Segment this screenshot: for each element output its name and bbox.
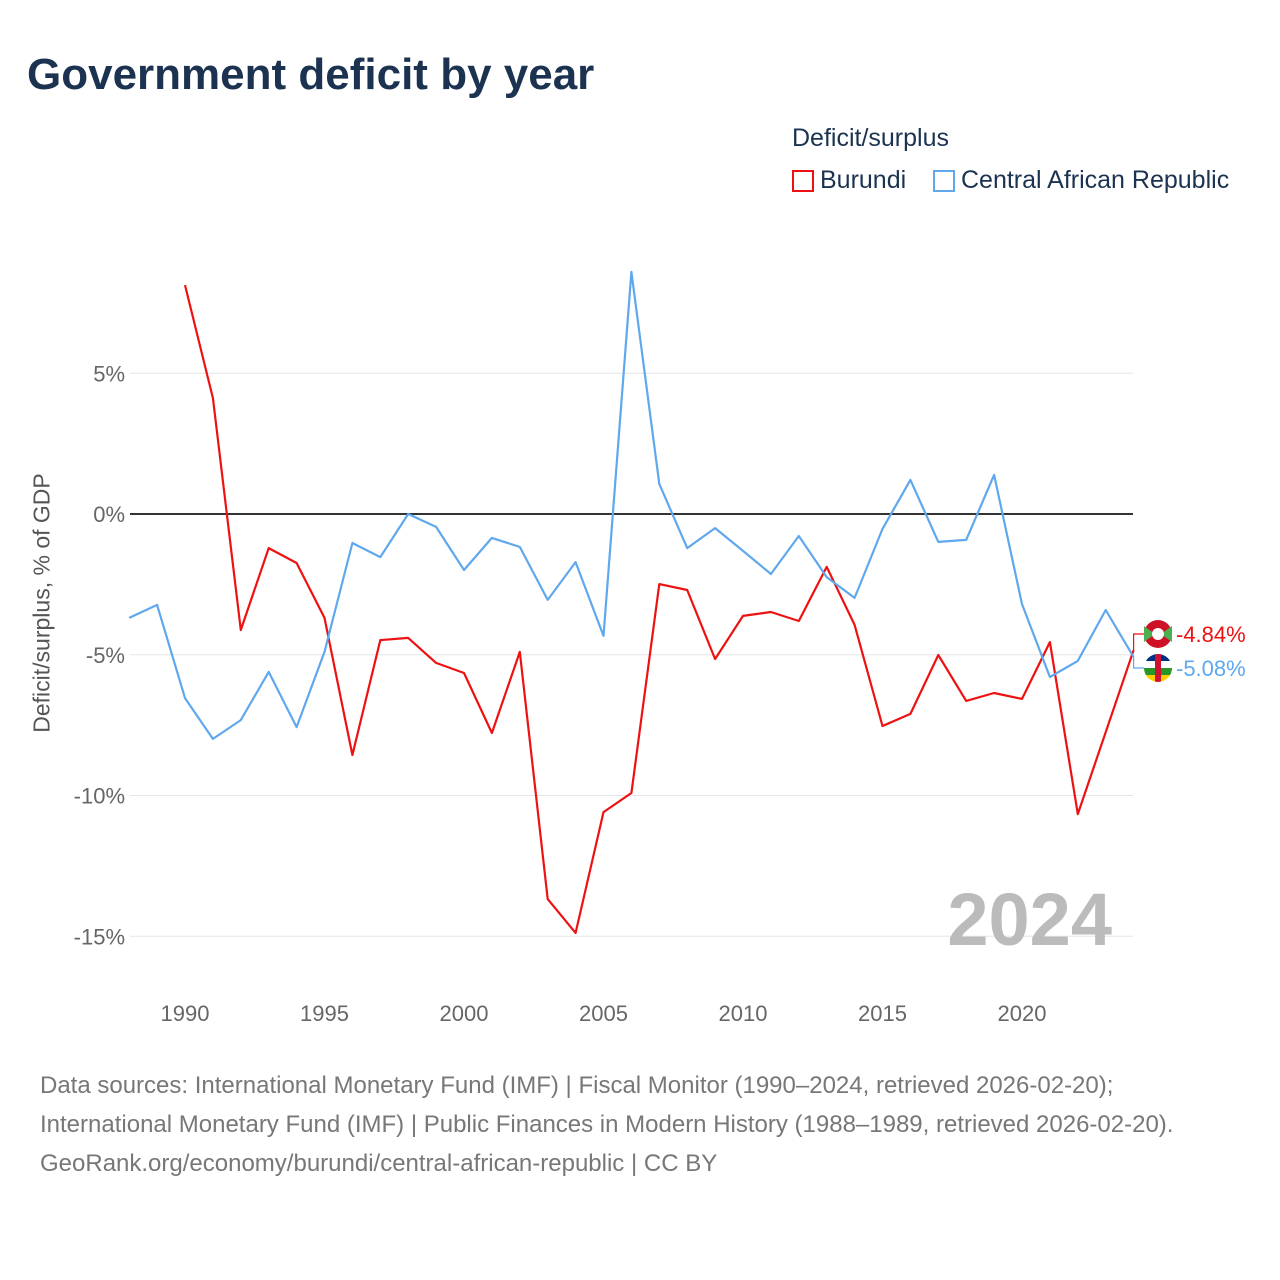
chart-title: Government deficit by year bbox=[27, 50, 595, 99]
footer: Data sources: International Monetary Fun… bbox=[40, 1066, 1240, 1183]
y-tick-label: -5% bbox=[86, 643, 125, 668]
x-tick-label: 2020 bbox=[998, 1001, 1047, 1026]
end-label-connector bbox=[1132, 657, 1146, 669]
end-label-connector bbox=[1132, 633, 1146, 651]
source-link[interactable]: GeoRank.org/economy/burundi/central-afri… bbox=[40, 1150, 718, 1177]
x-tick-label: 2010 bbox=[719, 1001, 768, 1026]
y-tick-label: 0% bbox=[93, 502, 125, 527]
legend-label: Burundi bbox=[820, 166, 907, 194]
end-value-label: -4.84% bbox=[1176, 622, 1246, 647]
x-tick-label: 2015 bbox=[858, 1001, 907, 1026]
x-tick-label: 1990 bbox=[161, 1001, 210, 1026]
series-line-burundi bbox=[183, 284, 1135, 935]
y-tick-label: -10% bbox=[74, 784, 125, 809]
source-note: Data sources: International Monetary Fun… bbox=[40, 1072, 1174, 1138]
x-tick-label: 1995 bbox=[300, 1001, 349, 1026]
flag-detail bbox=[1144, 626, 1172, 642]
legend-swatch bbox=[792, 169, 814, 192]
series-line-central-african-republic bbox=[128, 270, 1135, 741]
x-tick-label: 2000 bbox=[440, 1001, 489, 1026]
year-watermark: 2024 bbox=[947, 878, 1112, 961]
y-tick-label: 5% bbox=[93, 361, 125, 386]
end-value-label: -5.08% bbox=[1176, 656, 1246, 681]
y-tick-label: -15% bbox=[74, 924, 125, 949]
flag-detail bbox=[1152, 628, 1164, 640]
legend-item-car[interactable]: Central African Republic bbox=[933, 166, 1229, 195]
legend-swatch bbox=[933, 169, 955, 192]
legend-label: Central African Republic bbox=[961, 166, 1230, 194]
legend-title: Deficit/surplus bbox=[792, 124, 949, 152]
car-flag-icon bbox=[1144, 654, 1172, 682]
legend-item-burundi[interactable]: Burundi bbox=[792, 166, 906, 195]
x-tick-label: 2005 bbox=[579, 1001, 628, 1026]
